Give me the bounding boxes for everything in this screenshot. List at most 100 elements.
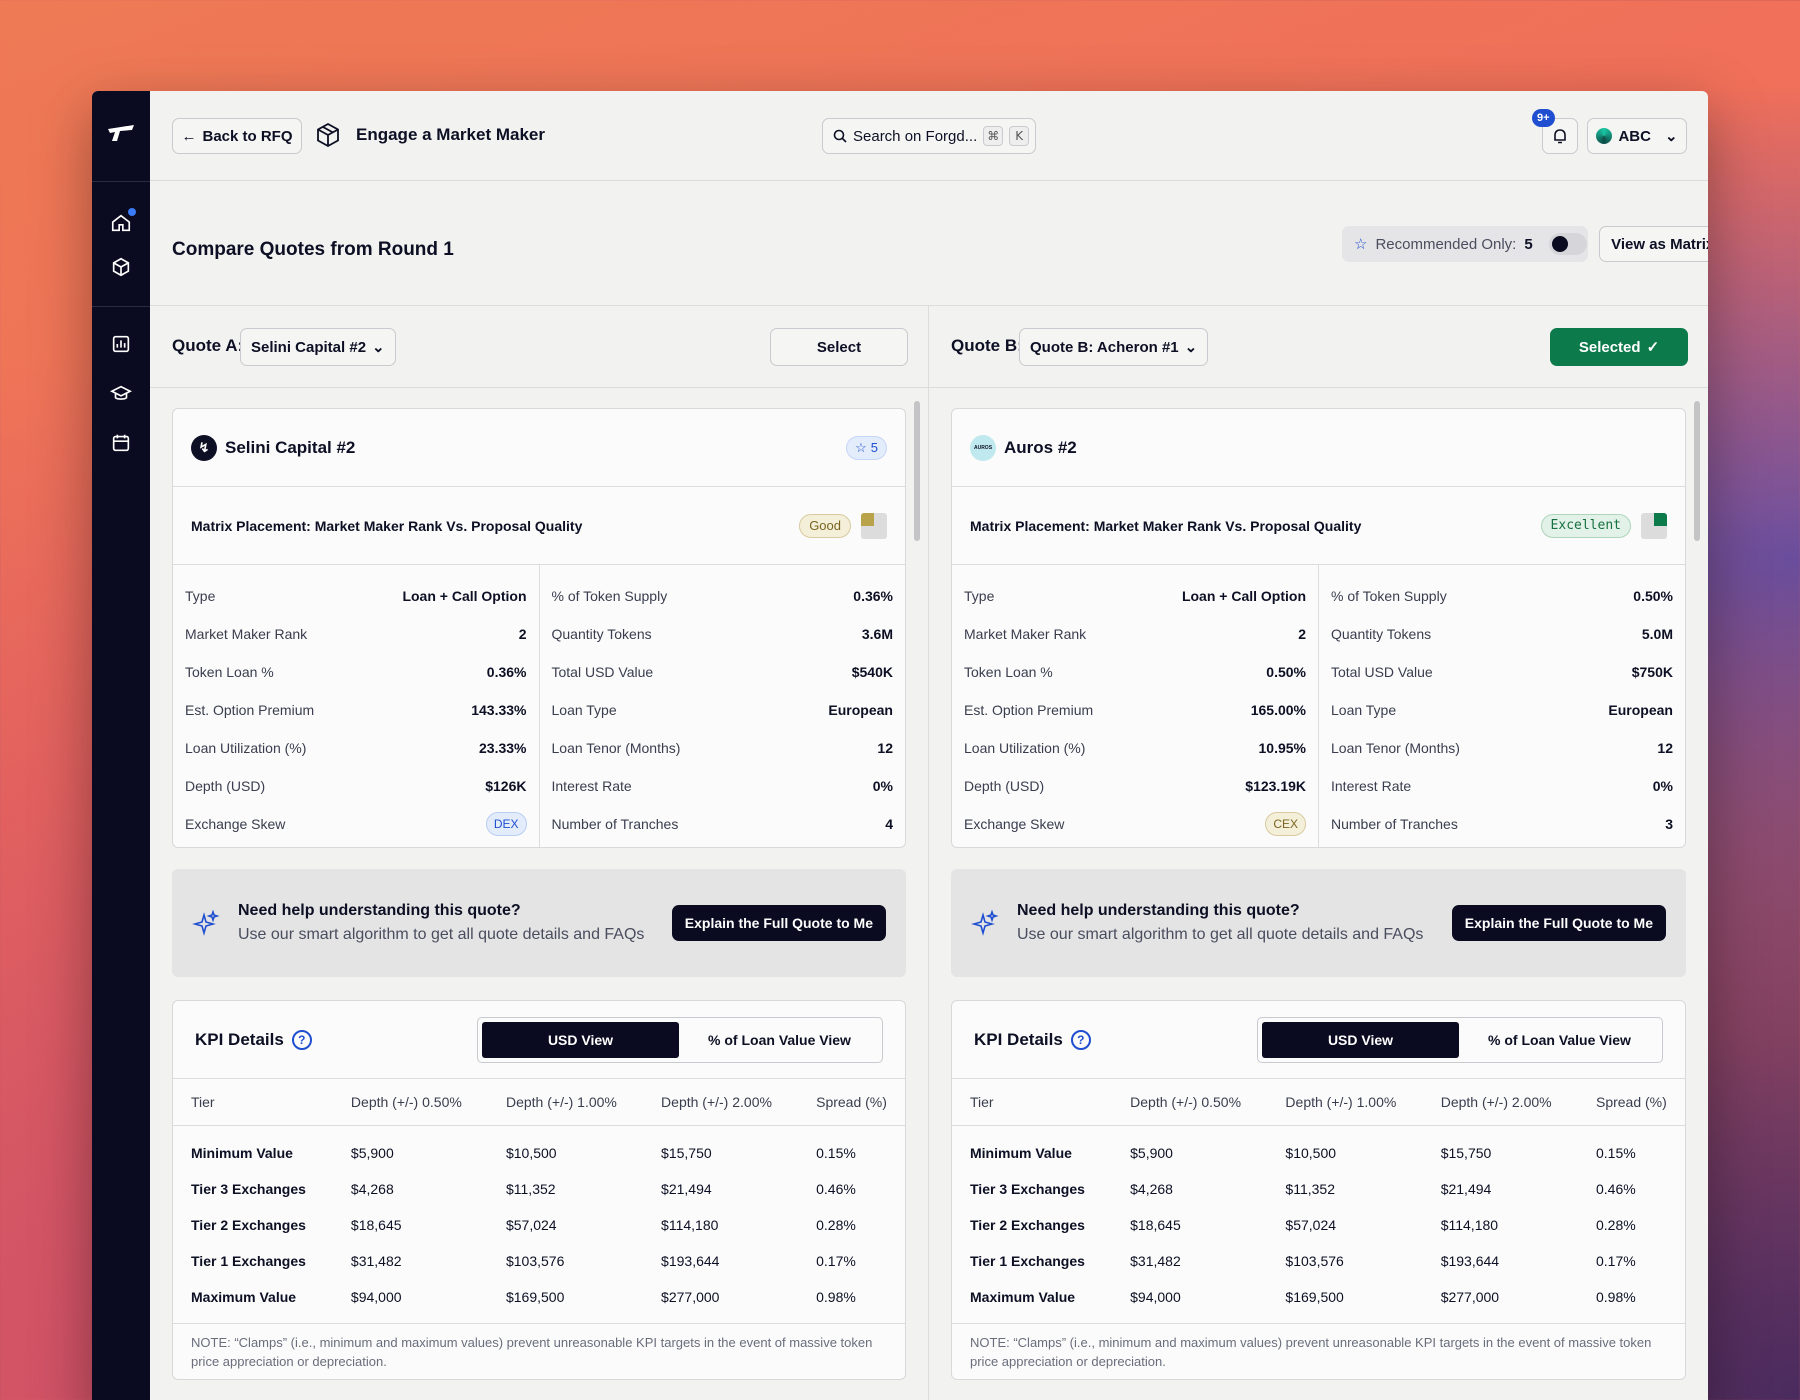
selected-label: Selected	[1578, 338, 1641, 356]
usd-view-tab[interactable]: USD View	[482, 1021, 679, 1058]
column-header: Depth (+/-) 1.00%	[487, 1079, 644, 1126]
main-area: ← Back to RFQ Engage a Market Maker Searc…	[150, 91, 1708, 1400]
rail-divider	[92, 306, 150, 307]
help-body: Use our smart algorithm to get all quote…	[238, 926, 645, 943]
detail-label: Loan Type	[551, 702, 617, 718]
table-cell: $15,750	[1440, 1145, 1492, 1162]
compare-title: Compare Quotes from Round 1	[172, 239, 454, 260]
quote-card: AUROS Auros #2 Matrix Placement: Market …	[951, 408, 1686, 848]
detail-label: % of Token Supply	[1331, 588, 1447, 604]
detail-row: Loan Tenor (Months) 12	[1331, 729, 1673, 767]
quote-details-grid: Type Loan + Call Option Market Maker Rank…	[173, 565, 905, 847]
quote-card-header: AUROS Auros #2	[952, 409, 1685, 487]
graduation-cap-icon[interactable]	[109, 383, 133, 405]
forgd-logo[interactable]	[106, 121, 136, 145]
detail-label: Depth (USD)	[185, 778, 266, 794]
detail-label: Exchange Skew	[185, 816, 286, 832]
quote-card: ↯ Selini Capital #2 ☆ 5 Matrix Placement:…	[172, 408, 906, 848]
detail-value: 12	[877, 740, 893, 756]
quote-b-column: Quote B: Quote B: Acheron #1 ⌄ Selected ✓ …	[929, 306, 1708, 1400]
back-to-rfq-button[interactable]: ← Back to RFQ	[172, 118, 302, 154]
detail-row: Quantity Tokens 5.0M	[1331, 615, 1673, 653]
scrollbar[interactable]	[914, 401, 920, 541]
kpi-card: KPI Details ? USD View % of Loan Value V…	[951, 1000, 1686, 1380]
detail-row: Exchange Skew CEX	[964, 805, 1306, 843]
detail-row: Total USD Value $750K	[1331, 653, 1673, 691]
table-cell: 0.28%	[816, 1217, 856, 1233]
table-cell: $31,482	[350, 1253, 402, 1269]
table-cell: $193,644	[1440, 1253, 1500, 1269]
table-cell: $94,000	[1130, 1289, 1181, 1305]
calendar-icon[interactable]	[110, 432, 132, 454]
table-cell: $18,645	[350, 1217, 402, 1233]
pct-loan-value-tab[interactable]: % of Loan Value View	[708, 1031, 851, 1048]
explain-quote-button[interactable]: Explain the Full Quote to Me	[671, 905, 886, 941]
notification-count-badge: 9+	[1532, 109, 1555, 127]
table-cell: $4,268	[1130, 1181, 1173, 1197]
star-rating-badge: ☆ 5	[846, 435, 887, 460]
view-as-matrix-button[interactable]: View as Matrix⊞	[1599, 226, 1708, 262]
toggle-switch[interactable]	[1548, 233, 1587, 255]
detail-label: Type	[964, 588, 995, 604]
column-header: Depth (+/-) 1.00%	[1267, 1079, 1423, 1126]
chevron-down-icon: ⌄	[1184, 339, 1198, 356]
table-cell: 0.17%	[816, 1253, 856, 1269]
account-menu[interactable]: ABC ⌄	[1587, 118, 1687, 154]
account-name: ABC	[1618, 127, 1651, 145]
table-cell: 0.15%	[816, 1145, 856, 1162]
sparkles-icon	[971, 909, 999, 936]
explain-quote-button[interactable]: Explain the Full Quote to Me	[1451, 905, 1666, 941]
help-title: Need help understanding this quote?	[1017, 902, 1300, 919]
detail-row: Quantity Tokens 3.6M	[552, 615, 894, 653]
pct-loan-value-tab[interactable]: % of Loan Value View	[1488, 1031, 1631, 1048]
table-cell: $277,000	[1440, 1289, 1500, 1305]
detail-label: Quantity Tokens	[1331, 626, 1432, 642]
detail-value: European	[1608, 702, 1673, 718]
scrollbar[interactable]	[1694, 401, 1700, 541]
star-icon: ☆	[1354, 236, 1368, 253]
table-cell: $103,576	[1285, 1253, 1344, 1269]
detail-value: 143.33%	[471, 702, 527, 718]
matrix-placement-row: Matrix Placement: Market Maker Rank Vs. …	[173, 487, 905, 565]
chart-icon[interactable]	[110, 333, 132, 355]
quote-a-label: Quote A:	[172, 336, 244, 355]
search-input[interactable]: Search on Forgd... ⌘ K	[822, 118, 1036, 154]
command-key-hint: ⌘	[983, 126, 1004, 146]
detail-label: Total USD Value	[1331, 664, 1433, 680]
table-cell: $31,482	[1130, 1253, 1181, 1269]
table-cell: $193,644	[661, 1253, 720, 1269]
search-icon	[833, 129, 847, 143]
quote-a-selector[interactable]: Selini Capital #2 ⌄	[240, 328, 396, 366]
detail-value: 0.36%	[486, 664, 527, 680]
quality-badge: Good	[799, 513, 851, 538]
cube-icon	[317, 122, 339, 148]
recommended-only-toggle[interactable]: ☆ Recommended Only: 5	[1342, 226, 1588, 262]
table-cell: $5,900	[1130, 1145, 1173, 1162]
detail-label: Est. Option Premium	[185, 702, 315, 718]
select-button[interactable]: Select	[770, 328, 908, 366]
detail-value: European	[828, 702, 893, 718]
detail-value: $126K	[485, 778, 527, 794]
table-cell: 0.46%	[1595, 1181, 1636, 1197]
auros-logo: AUROS	[970, 434, 996, 461]
table-cell: 0.98%	[816, 1289, 856, 1305]
help-icon[interactable]: ?	[291, 1029, 312, 1050]
quote-b-selector[interactable]: Quote B: Acheron #1 ⌄	[1019, 328, 1209, 366]
detail-value: $750K	[1631, 664, 1673, 680]
usd-view-tab[interactable]: USD View	[1262, 1021, 1459, 1058]
help-icon[interactable]: ?	[1070, 1029, 1091, 1050]
detail-value: 2	[518, 626, 527, 642]
cube-icon[interactable]	[110, 256, 132, 278]
detail-value: 23.33%	[479, 740, 527, 756]
detail-row: Loan Type European	[1331, 691, 1673, 729]
selected-button[interactable]: Selected ✓	[1550, 328, 1688, 366]
table-cell: $11,352	[505, 1181, 556, 1197]
kpi-card: KPI Details ? USD View % of Loan Value V…	[172, 1000, 906, 1380]
table-cell: $15,750	[661, 1145, 712, 1162]
details-right: % of Token Supply 0.36% Quantity Tokens 3.…	[538, 565, 906, 847]
detail-row: Loan Utilization (%) 23.33%	[185, 729, 527, 767]
notifications-button[interactable]	[1542, 118, 1578, 154]
sidebar-rail	[92, 91, 150, 1400]
clamps-note: NOTE: “Clamps” (i.e., minimum and maximu…	[173, 1323, 905, 1382]
home-icon[interactable]	[110, 208, 136, 234]
